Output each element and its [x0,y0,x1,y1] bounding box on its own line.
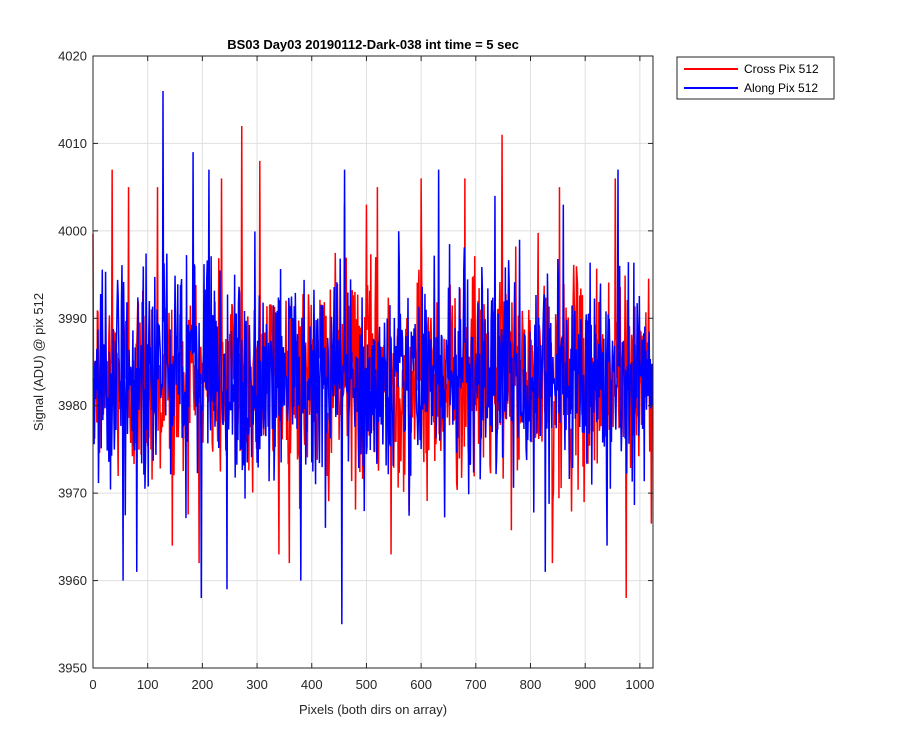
x-tick-label: 300 [246,677,268,692]
legend-label-along: Along Pix 512 [744,81,818,95]
x-tick-label: 0 [89,677,96,692]
x-tick-label: 500 [356,677,378,692]
axes-frame [92,55,654,669]
legend: Cross Pix 512 Along Pix 512 [676,56,835,100]
x-tick-label: 1000 [625,677,654,692]
y-axis-label: Signal (ADU) @ pix 512 [31,293,46,431]
y-tick-label: 3990 [58,311,87,326]
series-line-along [92,90,654,625]
y-tick-labels: 3950 3960 3970 3980 3990 4000 4010 4020 [58,49,87,676]
y-tick-label: 3950 [58,661,87,676]
x-tick-label: 200 [192,677,214,692]
y-tick-label: 3970 [58,486,87,501]
chart-title: BS03 Day03 20190112-Dark-038 int time = … [227,37,519,52]
y-tick-label: 4010 [58,136,87,151]
x-tick-label: 600 [410,677,432,692]
y-tick-label: 3960 [58,573,87,588]
x-tick-label: 800 [520,677,542,692]
y-tick-label: 4020 [58,49,87,64]
x-tick-label: 100 [137,677,159,692]
x-axis-label: Pixels (both dirs on array) [299,702,447,717]
series-lines [92,90,654,625]
legend-box [676,56,835,100]
y-tick-label: 3980 [58,398,87,413]
y-tick-label: 4000 [58,223,87,238]
legend-label-cross: Cross Pix 512 [744,62,819,76]
tick-marks [92,55,653,669]
x-tick-label: 700 [465,677,487,692]
x-tick-label: 400 [301,677,323,692]
x-tick-labels: 0 100 200 300 400 500 600 700 800 900 1000 [89,677,654,692]
plot-area [92,55,654,669]
x-tick-label: 900 [574,677,596,692]
